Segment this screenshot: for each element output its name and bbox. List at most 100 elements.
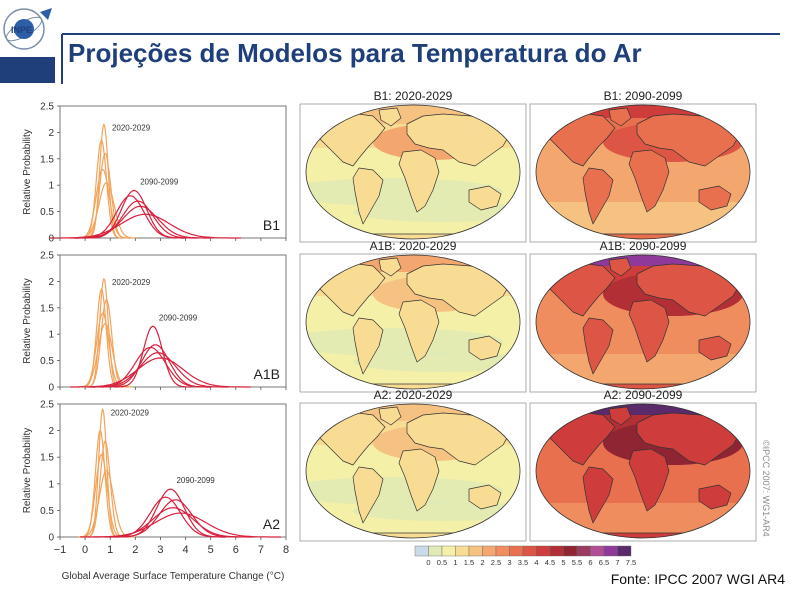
x-tick-label: 0 [82,544,88,556]
color-scale-label: 5.5 [572,558,582,567]
distribution-panel-a2 [59,403,287,538]
y-tick-label: 1 [48,330,54,341]
map-title: A1B: 2090-2099 [600,239,687,253]
color-scale-label: 0.5 [437,558,447,567]
y-tick-label: 0.5 [40,207,54,218]
curve-a2-early-4 [78,453,125,538]
x-tick-label: 3 [157,544,163,556]
color-scale-label: 7.5 [626,558,636,567]
x-tick-label: 4 [182,544,188,556]
y-tick-label: 1.5 [40,453,54,464]
color-swatch [536,545,551,557]
y-tick-label: 2 [48,128,54,139]
color-swatch [617,545,632,557]
y-tick-label: 1.5 [40,154,54,165]
chart-axes: 0 0.5 1 1.5 2 2.5 Relative Probability B1 2020-2… [22,102,289,583]
scenario-label: B1 [263,217,280,233]
map-title: A1B: 2020-2029 [370,239,457,253]
curve-b1-late-4 [70,205,211,239]
period-label-early: 2020-2029 [112,123,151,132]
color-scale: 0 0.5 1 1.5 2 2.5 3 3.5 4 4.5 5 5.5 6 6.5 7 7.5 [414,545,636,567]
y-tick-label: 2.5 [40,400,54,411]
curve-a2-late-5 [80,512,281,538]
color-scale-label: 4.5 [545,558,555,567]
period-label-late: 2090-2099 [159,313,198,322]
y-tick-label: 1 [48,479,54,490]
map-title: B1: 2090-2099 [604,89,683,103]
curve-a1b-early-3 [85,299,128,388]
color-swatch [603,545,618,557]
inpe-logo: INPE [3,8,52,50]
y-tick-label: 2 [48,426,54,437]
color-scale-label: 6 [588,558,592,567]
curve-a2-early-3 [85,440,126,538]
y-tick-label: 0.5 [40,356,54,367]
period-label-early: 2020-2029 [111,408,150,417]
y-tick-label: 2.5 [40,251,54,262]
curve-a1b-early-2 [82,288,121,388]
scenario-label: A1B [254,366,280,382]
curve-a1b-early-5 [77,322,134,388]
map-title: B1: 2020-2029 [374,89,453,103]
period-label-late: 2090-2099 [176,476,215,485]
x-axis-label: Global Average Surface Temperature Chang… [62,571,285,582]
color-swatch [576,545,591,557]
period-label-early: 2020-2029 [112,278,151,287]
y-axis-label: Relative Probability [22,278,33,364]
color-swatch [495,545,510,557]
map-a2-2090: A2: 2090-2099 [529,388,757,542]
color-scale-label: 5 [561,558,565,567]
map-b1-2020: B1: 2020-2029 [299,89,527,243]
curve-a1b-late-1 [114,325,192,388]
period-label-late: 2090-2099 [140,177,179,186]
x-tick-label: 6 [233,544,239,556]
map-a1b-2090: A1B: 2090-2099 [529,239,757,393]
y-tick-label: 0 [48,533,54,544]
map-title: A2: 2020-2029 [374,388,453,402]
y-tick-label: 0 [48,234,54,245]
map-b1-2090: B1: 2090-2099 [529,89,757,243]
color-scale-label: 6.5 [599,558,609,567]
color-swatch [414,545,429,557]
color-swatch [455,545,470,557]
color-scale-label: 3.5 [518,558,528,567]
color-swatch [509,545,524,557]
x-tick-label: 7 [258,544,264,556]
curve-b1-early-4 [76,168,129,239]
accent-block [0,57,55,83]
y-tick-label: 0.5 [40,506,54,517]
curve-b1-early-1 [86,123,122,239]
panel-frame [59,403,287,538]
curve-a1b-late-4 [87,352,229,388]
color-scale-label: 2.5 [491,558,501,567]
curve-a2-early-2 [80,429,120,538]
color-swatch [468,545,483,557]
x-tick-label: 2 [132,544,138,556]
color-scale-label: 0 [426,558,430,567]
color-scale-label: 7 [615,558,619,567]
copyright-note: ©IPCC 2007: WG1-AR4 [761,440,771,537]
color-swatch [590,545,605,557]
y-tick-label: 1 [48,181,54,192]
color-swatch [482,545,497,557]
scenario-label: A2 [263,516,280,532]
x-tick-label: −1 [54,544,67,556]
y-axis-label: Relative Probability [22,129,33,215]
color-scale-label: 4 [534,558,538,567]
color-scale-label: 1 [453,558,457,567]
y-tick-label: 2.5 [40,102,54,113]
color-swatch [563,545,578,557]
source-note: Fonte: IPCC 2007 WGI AR4 [611,571,786,587]
color-scale-label: 2 [480,558,484,567]
color-swatch [522,545,537,557]
header: INPE Projeções de Modelos para Temperatu… [0,8,780,84]
color-scale-label: 1.5 [464,558,474,567]
x-tick-label: 1 [107,544,113,556]
map-a1b-2020: A1B: 2020-2029 [299,239,527,393]
y-tick-label: 1.5 [40,303,54,314]
distribution-panel-b1 [59,105,287,239]
globe-icon [14,19,34,39]
panel-frame [59,105,287,239]
color-scale-label: 3 [507,558,511,567]
